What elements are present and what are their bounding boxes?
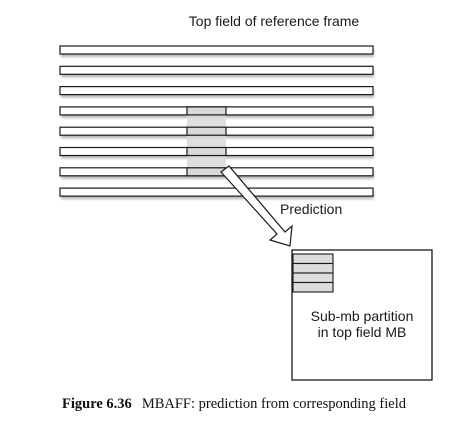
highlighted-block-segment bbox=[186, 167, 227, 177]
reference-field-line bbox=[59, 45, 374, 55]
highlighted-block-fill bbox=[187, 114, 226, 168]
reference-block-highlight bbox=[186, 106, 227, 177]
prediction-arrow bbox=[220, 165, 293, 247]
sub-mb-stripe bbox=[292, 281, 334, 293]
reference-field-line bbox=[59, 187, 374, 197]
sub-mb-stripe bbox=[292, 272, 334, 284]
target-label-line1: Sub-mb partition bbox=[311, 308, 414, 324]
caption-text: MBAFF: prediction from corresponding fie… bbox=[141, 396, 406, 412]
highlighted-block-segment bbox=[186, 106, 227, 116]
figure-number: Figure 6.36 bbox=[62, 396, 132, 412]
highlighted-block-segment bbox=[186, 146, 227, 157]
highlighted-block-segment bbox=[186, 126, 227, 136]
sub-mb-partition-stripes bbox=[292, 253, 334, 293]
prediction-label: Prediction bbox=[280, 201, 342, 217]
target-label-line2: in top field MB bbox=[318, 324, 407, 340]
sub-mb-stripe bbox=[292, 253, 334, 265]
figure-caption: Figure 6.36 MBAFF: prediction from corres… bbox=[0, 396, 468, 413]
reference-field-line bbox=[59, 85, 374, 96]
sub-mb-stripe bbox=[292, 262, 334, 274]
reference-frame-label: Top field of reference frame bbox=[189, 13, 360, 29]
reference-field-line bbox=[59, 65, 374, 75]
